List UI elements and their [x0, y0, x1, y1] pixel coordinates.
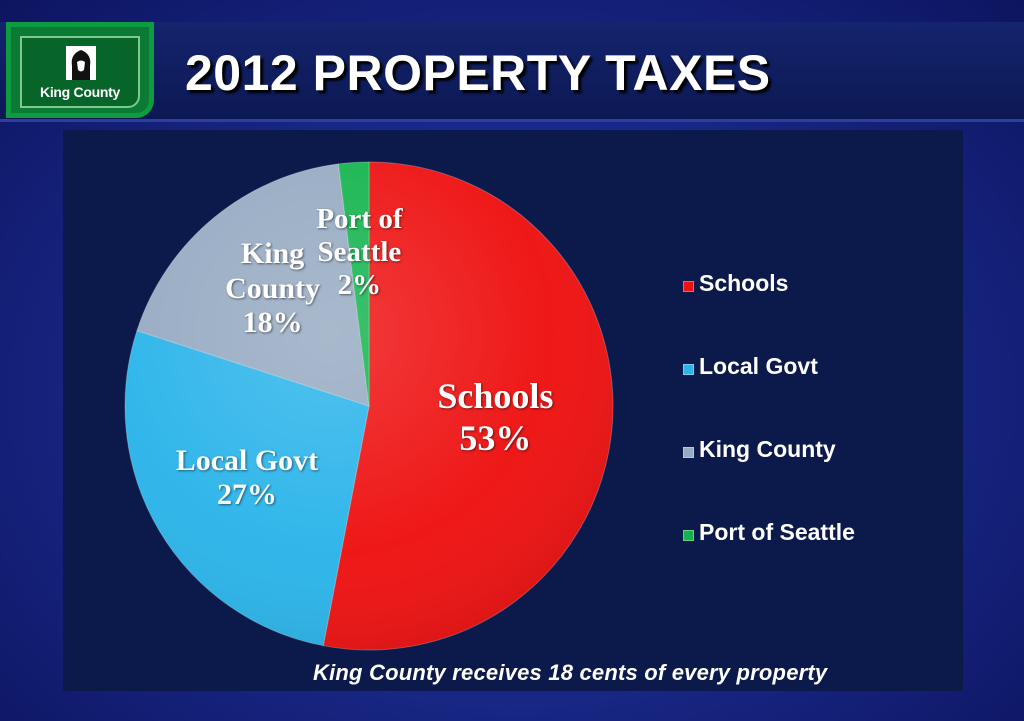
- legend-label-port-of-seattle: Port of Seattle: [699, 519, 855, 545]
- slice-label-line: Port of: [316, 202, 403, 235]
- legend-item-schools: Schools: [679, 270, 959, 353]
- slice-label-king-county: King County 18%: [225, 237, 320, 341]
- mlk-portrait-icon: [66, 46, 96, 80]
- legend: Schools Local Govt King County Port of S…: [679, 270, 959, 602]
- slice-label-line: County: [225, 271, 321, 305]
- legend-swatch-port-of-seattle: [683, 530, 694, 541]
- legend-label-schools: Schools: [699, 270, 789, 296]
- slice-label-line: Schools: [437, 376, 554, 417]
- footnote: King County receives 18 cents of every p…: [313, 660, 828, 685]
- legend-label-king-county: King County: [699, 436, 836, 462]
- legend-swatch-schools: [683, 281, 694, 292]
- slice-label-line: 18%: [242, 306, 303, 340]
- slice-label-line: 27%: [216, 478, 277, 512]
- chart-panel: Schools 53% Local Govt 27% King County 18% Port…: [63, 130, 963, 691]
- slice-label-line: Seattle: [317, 235, 402, 268]
- legend-label-local-govt: Local Govt: [699, 353, 818, 379]
- king-county-logo: King County: [6, 22, 154, 118]
- title-bar: [0, 22, 1024, 122]
- slice-label-line: 2%: [337, 269, 382, 302]
- slice-label-line: 53%: [459, 417, 532, 458]
- legend-item-port-of-seattle: Port of Seattle: [679, 519, 959, 602]
- slice-label-schools: Schools 53%: [437, 376, 553, 459]
- page-title: 2012 PROPERTY TAXES: [185, 45, 771, 101]
- slice-label-local-govt: Local Govt 27%: [176, 444, 319, 513]
- logo-text: King County: [40, 84, 120, 100]
- logo-badge: King County: [20, 36, 140, 108]
- legend-swatch-king-county: [683, 447, 694, 458]
- slice-label-port-of-seattle: Port of Seattle 2%: [316, 203, 402, 303]
- slice-label-line: King: [240, 237, 305, 271]
- slice-label-line: Local Govt: [175, 443, 319, 477]
- legend-item-local-govt: Local Govt: [679, 353, 959, 436]
- legend-swatch-local-govt: [683, 364, 694, 375]
- legend-item-king-county: King County: [679, 436, 959, 519]
